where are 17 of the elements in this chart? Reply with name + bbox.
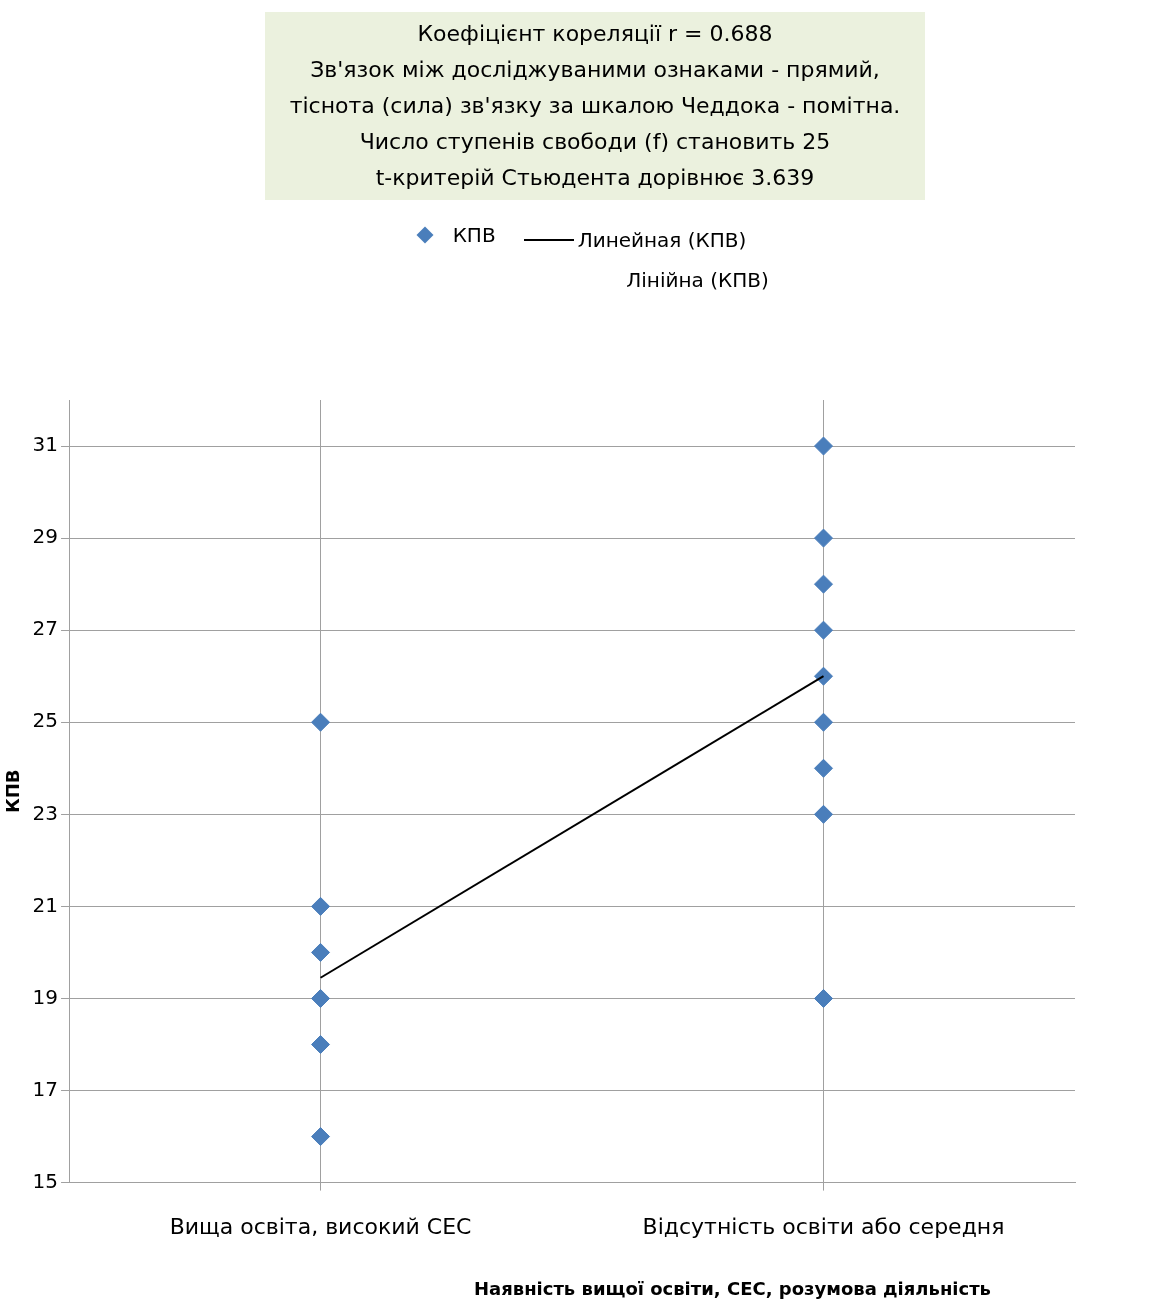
x-tick-label: Вища освіта, високий СЕС — [169, 1213, 472, 1239]
y-tick-label: 27 — [32, 616, 59, 641]
y-tick-label: 29 — [32, 524, 59, 549]
text: Лінійна (КПВ) — [625, 268, 770, 292]
y-tick-label: 15 — [32, 1168, 59, 1193]
y-tick-label: 19 — [32, 984, 59, 1009]
y-tick-label: 31 — [32, 432, 59, 457]
y-tick-label: 23 — [32, 800, 59, 825]
y-tick-label: 17 — [32, 1076, 59, 1101]
legend-label: КПВ — [452, 223, 496, 247]
chart-title: Коефіцієнт кореляції r = 0.688 Зв'язок між досліджуваними ознаками - прямий, тіснота (сила) зв'язку за шкалою Чеддока - помітна. Число ступенів свободи (f) становить 25 t-критерій Стьюдента дорівнює 3.639 — [265, 12, 925, 200]
y-tick-label: 21 — [32, 892, 59, 917]
x-axis-title: Наявність вищої освіти, СЕС, розумова діяльність — [472, 1278, 992, 1299]
y-tick-label: 25 — [32, 708, 59, 733]
x-tick-label: Відсутність освіти або середня — [642, 1213, 1005, 1239]
y-axis-title: КПВ — [2, 769, 24, 814]
legend-label: Линейная (КПВ) — [577, 228, 747, 252]
